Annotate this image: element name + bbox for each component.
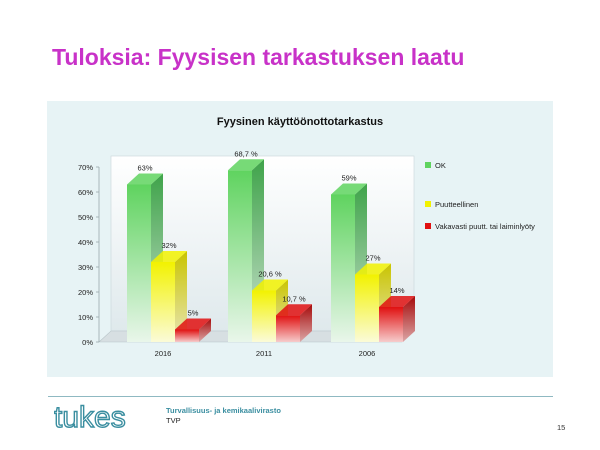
legend-item: OK — [435, 161, 446, 170]
data-label: 27% — [365, 254, 380, 263]
bar — [355, 274, 379, 342]
organization-name: Turvallisuus- ja kemikaalivirasto — [166, 406, 281, 415]
y-tick-label: 60% — [78, 188, 93, 197]
data-label: 5% — [188, 309, 199, 318]
bar — [252, 290, 276, 342]
x-tick-label: 2006 — [359, 349, 376, 358]
data-label: 32% — [161, 241, 176, 250]
bar — [151, 262, 175, 342]
data-label: 14% — [389, 286, 404, 295]
legend-swatch — [425, 162, 431, 168]
bar-top — [276, 304, 312, 316]
data-label: 20,6 % — [258, 270, 282, 279]
bar — [175, 329, 199, 342]
y-tick-label: 40% — [78, 238, 93, 247]
chart-panel: 0% 10% 20% 30% 40% 50% 60% 70% 63% 32% 5% 2016 68,7 … — [47, 101, 553, 377]
legend-swatch — [425, 223, 431, 229]
bar-top — [252, 279, 288, 291]
bar-chart: 0% 10% 20% 30% 40% 50% 60% 70% 63% 32% 5% 2016 68,7 … — [78, 116, 535, 358]
bar-top — [175, 318, 211, 330]
slide-title: Tuloksia: Fyysisen tarkastuksen laatu — [52, 44, 465, 70]
chart-title: Fyysinen käyttöönottotarkastus — [217, 116, 383, 128]
bar-side — [403, 296, 415, 342]
data-label: 10,7 % — [282, 294, 306, 303]
bar — [276, 315, 300, 342]
organization-subtitle: TVP — [166, 416, 181, 425]
bar-top — [331, 183, 367, 195]
page-number: 15 — [557, 423, 566, 432]
footer-divider — [48, 396, 553, 397]
bar-top — [379, 296, 415, 307]
y-tick-label: 30% — [78, 263, 93, 272]
y-tick-label: 20% — [78, 288, 93, 297]
svg-text:tukes: tukes — [54, 401, 126, 434]
legend-item: Vakavasti puutt. tai laiminlyöty — [435, 222, 535, 231]
y-tick-label: 0% — [82, 338, 93, 347]
bar — [127, 184, 151, 342]
y-tick-label: 10% — [78, 313, 93, 322]
bar-side — [199, 318, 211, 342]
data-label: 68,7 % — [234, 149, 258, 158]
legend-swatch — [425, 201, 431, 207]
bar-side — [300, 304, 312, 342]
x-tick-label: 2016 — [155, 349, 172, 358]
data-label: 63% — [137, 164, 152, 173]
y-tick-label: 50% — [78, 213, 93, 222]
bar-top — [355, 263, 391, 275]
bar-top — [127, 173, 163, 185]
x-tick-label: 2011 — [256, 349, 272, 358]
bar-top — [151, 251, 187, 262]
data-label: 59% — [341, 174, 356, 183]
bar — [379, 307, 403, 342]
legend-item: Puutteellinen — [435, 200, 478, 209]
bar-side — [175, 251, 187, 342]
y-tick-label: 70% — [78, 163, 93, 172]
tukes-logo: tukes — [54, 400, 126, 434]
bar — [228, 170, 252, 342]
bar-top — [228, 159, 264, 171]
bar — [331, 194, 355, 342]
